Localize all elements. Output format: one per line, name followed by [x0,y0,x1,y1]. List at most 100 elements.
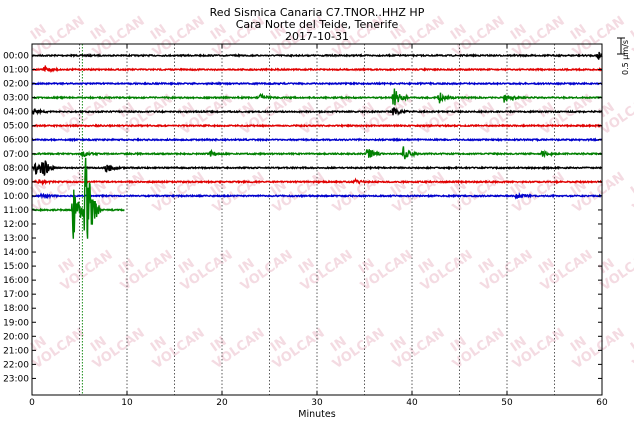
watermark-text: IN [508,22,529,43]
trace-0700 [31,146,603,160]
y-tick-label: 10:00 [3,192,29,202]
x-tick-label: 40 [406,398,418,408]
x-tick-label: 30 [311,398,323,408]
trace-0600 [31,137,603,143]
watermark-text: IN [116,256,137,277]
trace-0200 [31,81,603,87]
watermark-text: IN [448,22,469,43]
watermark-text: IN [328,334,349,355]
trace-1000 [31,191,603,200]
y-tick-label: 19:00 [3,318,29,328]
y-tick-label: 13:00 [3,234,29,244]
watermark-text: IN [628,22,634,43]
watermark-text: IN [28,22,49,43]
title-line-3: 2017-10-31 [285,30,349,43]
watermark-text: IN [508,334,529,355]
scale-bar-label: 0.5 µm/s [621,40,630,75]
trace-0400 [31,107,603,117]
trace-0000 [31,51,603,60]
watermark-text: IN [148,178,169,199]
watermark-text: IN [536,256,557,277]
watermark-text: IN [568,22,589,43]
watermark-text: IN [148,22,169,43]
watermark-text: IN [568,178,589,199]
y-tick-label: 21:00 [3,346,29,356]
watermark-text: IN [208,22,229,43]
watermark-text: IN [328,178,349,199]
y-tick-label: 03:00 [3,94,29,104]
x-tick-label: 20 [216,398,228,408]
watermark-text: IN [628,334,634,355]
y-tick-label: 14:00 [3,248,29,258]
watermark-text: IN [328,22,349,43]
trace-1100 [31,157,125,239]
watermark-text: IN [268,334,289,355]
x-tick-label: 10 [121,398,133,408]
watermark-text: IN [56,256,77,277]
watermark-text: IN [448,334,469,355]
x-tick-label: 50 [501,398,513,408]
watermark-text: IN [268,22,289,43]
trace-0900 [31,177,603,187]
y-tick-label: 02:00 [3,80,29,90]
y-tick-label: 17:00 [3,290,29,300]
y-tick-label: 07:00 [3,150,29,160]
trace-layer [31,51,603,239]
y-tick-label: 11:00 [3,206,29,216]
watermark-text: IN [88,22,109,43]
minute-axis: 0 10 20 30 40 50 60 [29,44,608,408]
y-tick-label: 12:00 [3,220,29,230]
watermark-text: IN [176,256,197,277]
watermark-text: IN [508,178,529,199]
watermark-text: IN [208,178,229,199]
title-line-1: Red Sismica Canaria C7.TNOR..HHZ HP [210,6,425,19]
watermark-text: IN [356,100,377,121]
watermark-text: IN [596,256,617,277]
x-tick-label: 60 [596,398,608,408]
y-tick-label: 16:00 [3,276,29,286]
x-tick-label: 0 [29,398,35,408]
watermark-text: IN [388,178,409,199]
y-tick-label: 06:00 [3,136,29,146]
watermark-text: IN [628,178,634,199]
watermark-text: IN [56,100,77,121]
trace-0100 [31,65,603,74]
watermark-text: IN [476,100,497,121]
grid-lines [79,44,555,395]
watermark-text: IN [176,100,197,121]
hour-axis: 00:00 01:00 02:00 03:00 04:00 05:00 06:00 07:00… [3,52,602,384]
y-tick-label: 05:00 [3,122,29,132]
trace-0500 [31,123,603,129]
